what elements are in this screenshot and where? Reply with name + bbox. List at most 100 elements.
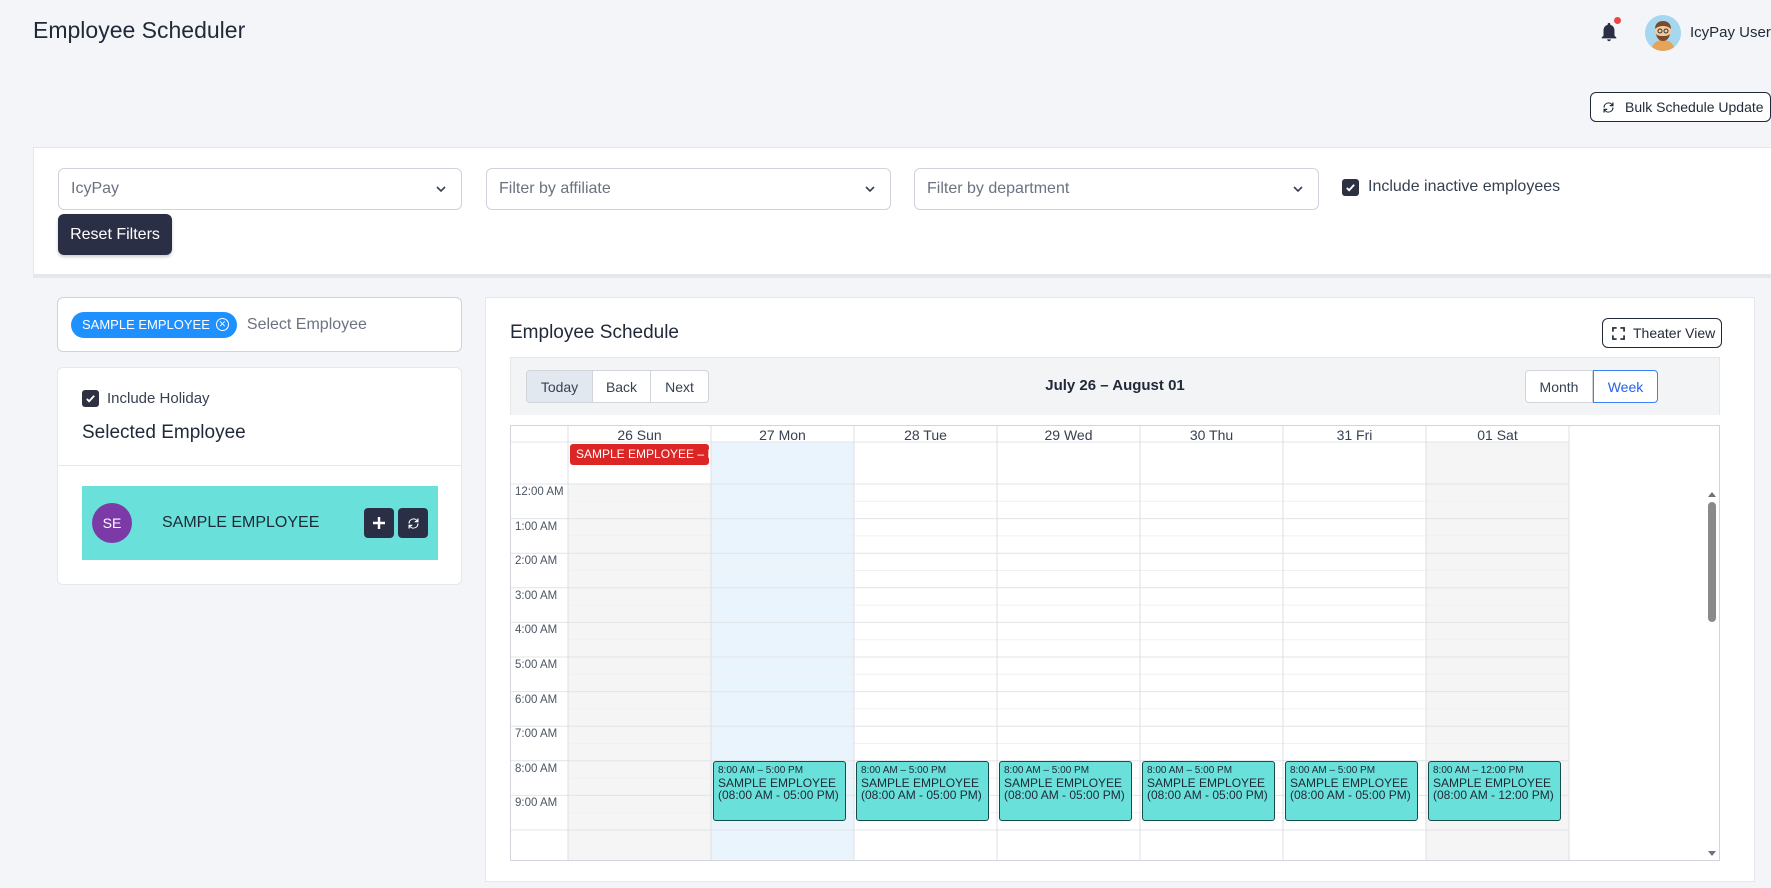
time-label: 6:00 AM	[515, 693, 558, 706]
event-subtitle: (08:00 AM - 05:00 PM)	[1147, 787, 1268, 802]
day-header[interactable]: 01 Sat	[1477, 427, 1518, 443]
time-label: 3:00 AM	[515, 589, 558, 602]
event-subtitle: (08:00 AM - 12:00 PM)	[1433, 787, 1554, 802]
refresh-icon	[1603, 101, 1614, 113]
reset-filters-button[interactable]: Reset Filters	[58, 214, 172, 255]
today-button[interactable]: Today	[526, 370, 593, 403]
schedule-event[interactable]: 8:00 AM – 5:00 PM SAMPLE EMPLOYEE (08:00 A…	[999, 760, 1132, 821]
time-label: 5:00 AM	[515, 659, 558, 671]
time-label: 4:00 AM	[515, 624, 558, 637]
notification-dot	[1614, 17, 1621, 24]
weekend-allday-bg	[1426, 442, 1569, 484]
filter-panel: IcyPay Filter by affiliate Filter by dep…	[33, 147, 1771, 275]
employee-name: SAMPLE EMPLOYEE	[162, 514, 320, 531]
include-holiday-toggle[interactable]: Include Holiday	[82, 390, 210, 407]
day-header[interactable]: 27 Mon	[759, 427, 806, 443]
schedule-event[interactable]: 8:00 AM – 5:00 PM SAMPLE EMPLOYEE (08:00 A…	[1285, 760, 1418, 821]
schedule-event[interactable]: 8:00 AM – 12:00 PM SAMPLE EMPLOYEE (08:00 …	[1428, 760, 1561, 821]
employee-select-placeholder: Select Employee	[246, 315, 367, 333]
selected-employee-chip[interactable]: SAMPLE EMPLOYEE ✕	[71, 311, 237, 338]
day-header[interactable]: 26 Sun	[617, 427, 662, 443]
include-inactive-checkbox[interactable]	[1342, 178, 1359, 196]
scroll-arrows	[1708, 492, 1716, 856]
company-select[interactable]: IcyPay	[58, 168, 462, 210]
view-button-group: Month Week	[1525, 370, 1658, 403]
time-label: 12:00 AM	[515, 486, 564, 498]
page-title: Employee Scheduler	[33, 17, 246, 43]
next-button[interactable]: Next	[651, 370, 709, 403]
event-subtitle: (08:00 AM - 05:00 PM)	[718, 787, 839, 802]
event-subtitle: (08:00 AM - 05:00 PM)	[1004, 787, 1125, 802]
include-inactive-label: Include inactive employees	[1368, 178, 1561, 195]
selected-employee-title: Selected Employee	[82, 422, 246, 443]
check-icon	[1346, 183, 1355, 192]
bulk-schedule-update-label: Bulk Schedule Update	[1625, 99, 1764, 115]
event-title: SAMPLE EMPLOYEE	[718, 775, 837, 790]
event-title: SAMPLE EMPLOYEE	[1290, 775, 1409, 790]
event-title: SAMPLE EMPLOYEE	[1004, 775, 1123, 790]
week-view-button[interactable]: Week	[1593, 370, 1658, 403]
chevron-down-icon	[436, 186, 446, 193]
divider	[33, 274, 1771, 278]
affiliate-select-placeholder: Filter by affiliate	[499, 180, 611, 197]
check-icon	[86, 395, 95, 403]
event-time: 8:00 AM – 5:00 PM	[1147, 764, 1233, 776]
close-circle-icon[interactable]: ✕	[215, 318, 229, 331]
back-button[interactable]: Back	[593, 370, 651, 403]
employee-row[interactable]: SE SAMPLE EMPLOYEE	[82, 486, 438, 560]
bulk-schedule-update-button[interactable]: Bulk Schedule Update	[1590, 92, 1771, 122]
scrollbar-thumb[interactable]	[1708, 502, 1716, 622]
chevron-down-icon	[865, 186, 875, 193]
weekend-column-bg	[568, 484, 711, 860]
time-label: 1:00 AM	[515, 520, 558, 533]
affiliate-select[interactable]: Filter by affiliate	[486, 168, 891, 210]
allday-event[interactable]: SAMPLE EMPLOYEE – Res...	[570, 444, 709, 465]
avatar[interactable]	[1645, 15, 1681, 51]
chevron-down-icon	[1293, 186, 1303, 193]
refresh-schedule-button[interactable]	[398, 508, 428, 538]
company-select-value: IcyPay	[71, 180, 120, 197]
month-view-button[interactable]: Month	[1525, 370, 1593, 403]
time-label: 7:00 AM	[515, 728, 558, 741]
event-subtitle: (08:00 AM - 05:00 PM)	[1290, 787, 1411, 802]
chip-label: SAMPLE EMPLOYEE	[82, 317, 210, 332]
time-label: 8:00 AM	[515, 762, 558, 775]
time-label: 9:00 AM	[515, 797, 558, 810]
schedule-event[interactable]: 8:00 AM – 5:00 PM SAMPLE EMPLOYEE (08:00 A…	[713, 760, 846, 821]
calendar-grid: 26 Sun 27 Mon 28 Tue 29 Wed 30 Thu 31 Fri 01 S…	[510, 425, 1720, 861]
event-title: SAMPLE EMPLOYEE	[1433, 775, 1552, 790]
department-select-placeholder: Filter by department	[927, 180, 1070, 197]
day-header[interactable]: 31 Fri	[1336, 427, 1373, 443]
schedule-event[interactable]: 8:00 AM – 5:00 PM SAMPLE EMPLOYEE (08:00 A…	[1142, 760, 1275, 821]
divider	[58, 465, 461, 466]
event-time: 8:00 AM – 12:00 PM	[1433, 764, 1524, 776]
event-time: 8:00 AM – 5:00 PM	[1004, 764, 1090, 776]
day-header[interactable]: 30 Thu	[1189, 427, 1234, 443]
schedule-card: Employee Schedule Theater View July 26 –…	[485, 297, 1755, 882]
event-time: 8:00 AM – 5:00 PM	[718, 764, 804, 776]
event-title: SAMPLE EMPLOYEE	[1147, 775, 1266, 790]
calendar-toolbar: July 26 – August 01 Today Back Next Mont…	[510, 357, 1720, 415]
department-select[interactable]: Filter by department	[914, 168, 1319, 210]
theater-view-label: Theater View	[1633, 325, 1716, 341]
schedule-event[interactable]: 8:00 AM – 5:00 PM SAMPLE EMPLOYEE (08:00 A…	[856, 760, 989, 821]
event-time: 8:00 AM – 5:00 PM	[1290, 764, 1376, 776]
expand-icon	[1612, 326, 1625, 340]
selected-employee-card: Include Holiday Selected Employee SE SAM…	[57, 367, 462, 585]
day-header[interactable]: 28 Tue	[904, 427, 947, 443]
plus-icon	[373, 517, 385, 529]
include-holiday-checkbox[interactable]	[82, 390, 99, 407]
refresh-icon	[408, 517, 418, 529]
include-inactive-toggle[interactable]: Include inactive employees	[1342, 178, 1560, 196]
include-holiday-label: Include Holiday	[107, 390, 210, 407]
add-schedule-button[interactable]	[364, 508, 394, 538]
schedule-title: Employee Schedule	[510, 322, 679, 343]
event-subtitle: (08:00 AM - 05:00 PM)	[861, 787, 982, 802]
theater-view-button[interactable]: Theater View	[1602, 318, 1722, 348]
user-name[interactable]: IcyPay User	[1690, 24, 1771, 41]
day-header[interactable]: 29 Wed	[1044, 427, 1093, 443]
bell-icon[interactable]	[1598, 20, 1620, 44]
employee-select[interactable]: SAMPLE EMPLOYEE ✕ Select Employee	[57, 297, 462, 352]
calendar-scrollbar[interactable]	[1705, 488, 1719, 860]
date-range-label: July 26 – August 01	[1045, 377, 1185, 394]
